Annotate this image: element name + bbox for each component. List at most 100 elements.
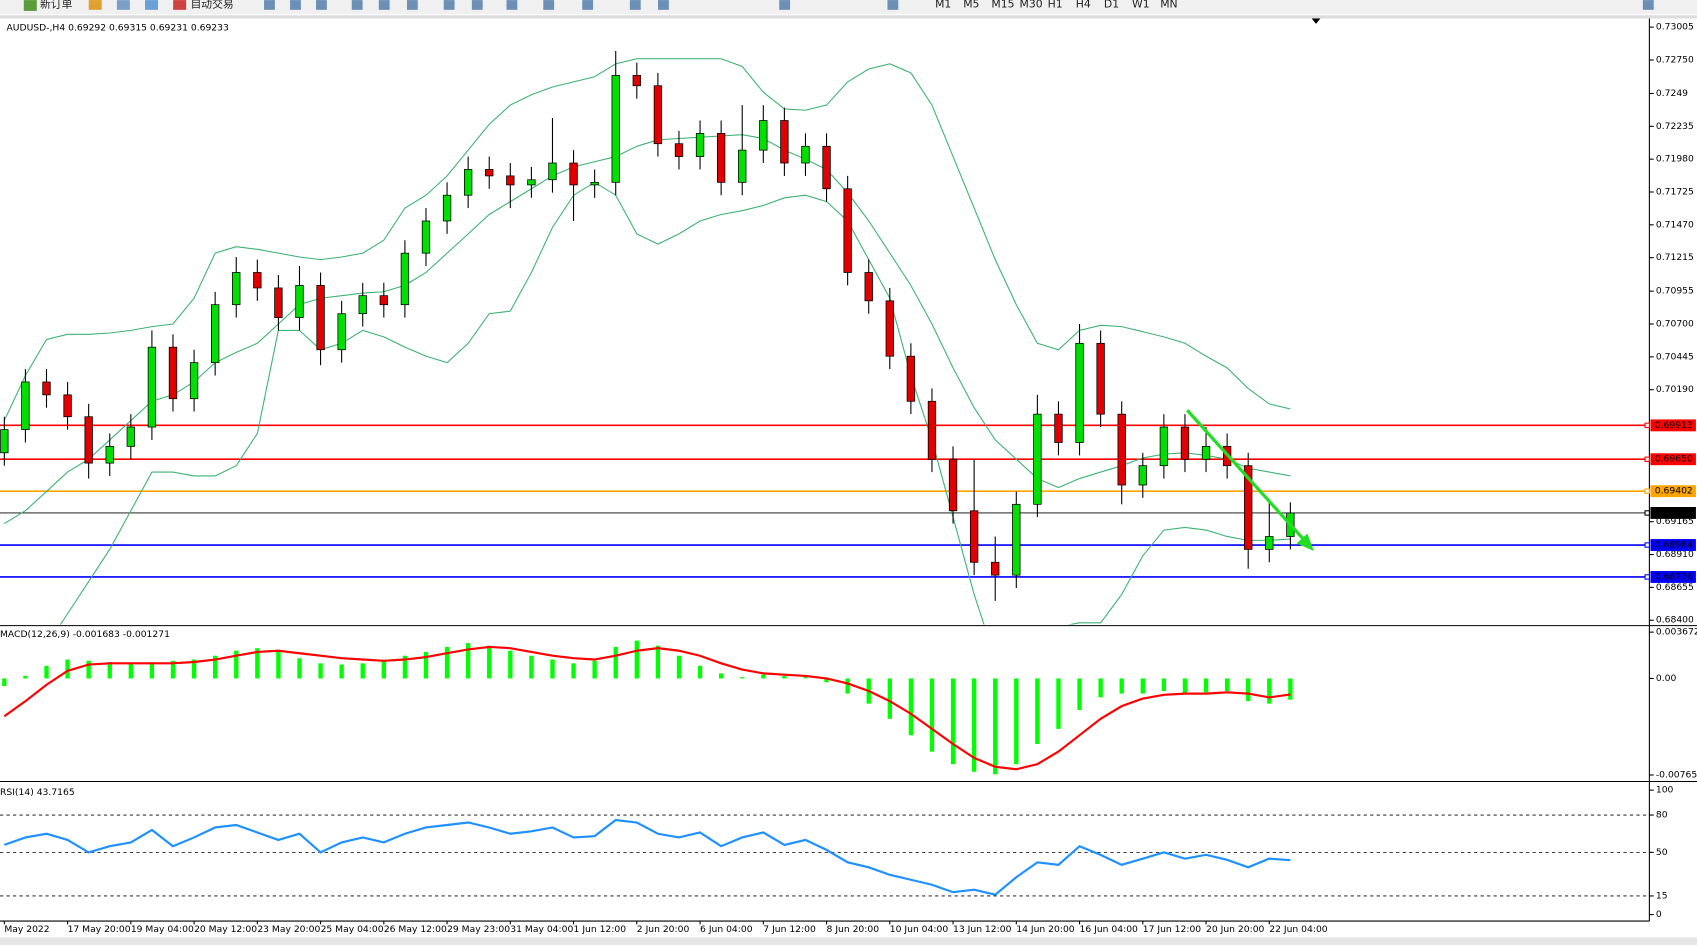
auto-trading-icon[interactable]: [173, 0, 187, 10]
macd-bar: [993, 678, 998, 775]
macd-bar: [107, 662, 112, 679]
tool-icon[interactable]: [506, 0, 518, 10]
candle-body: [864, 272, 873, 302]
macd-bar: [318, 663, 323, 679]
candle-body: [927, 400, 937, 460]
tool-icon[interactable]: [145, 0, 159, 10]
candle-body: [548, 162, 557, 181]
candle-body: [653, 85, 663, 145]
tool-icon[interactable]: [543, 0, 555, 10]
tool-icon[interactable]: [779, 0, 791, 10]
candle-body: [1159, 426, 1169, 467]
tool-icon[interactable]: [290, 0, 301, 10]
band-lower: [59, 181, 1291, 625]
x-tick-label: May 2022: [4, 924, 49, 935]
tool-icon[interactable]: [406, 0, 418, 10]
macd-bar: [234, 650, 239, 679]
band-middle: [4, 134, 1291, 525]
macd-bar: [571, 663, 576, 679]
macd-bar: [444, 646, 450, 679]
price-level-marker: [1644, 542, 1650, 548]
macd-bar: [1035, 678, 1040, 745]
auto-trading[interactable]: 自动交易: [190, 0, 233, 10]
tool-icon[interactable]: [1642, 0, 1654, 10]
tool-icon[interactable]: [316, 0, 327, 10]
candle-body: [1117, 413, 1126, 486]
candle-body: [716, 133, 726, 183]
rsi-line: [3, 818, 1291, 896]
price-panel: [0, 50, 1295, 625]
x-tick-label: 20 May 12:00: [194, 924, 257, 935]
macd-bar: [339, 664, 344, 679]
tool-icon[interactable]: [658, 0, 669, 10]
timeframe-button[interactable]: H4: [1076, 0, 1091, 10]
candle-body: [632, 75, 641, 87]
timeframe-button[interactable]: M30: [1019, 0, 1042, 10]
macd-bar: [423, 651, 429, 679]
macd-bar: [908, 678, 914, 736]
y-tick-label: 0.69165: [1656, 516, 1694, 527]
candle-body: [84, 416, 93, 464]
tool-icon[interactable]: [88, 0, 102, 10]
arrow-head: [1296, 533, 1314, 551]
timeframe-button[interactable]: H1: [1048, 0, 1063, 10]
tool-icon[interactable]: [629, 0, 641, 10]
y-tick-label: 50: [1656, 847, 1668, 858]
y-tick-label: 0.73005: [1656, 22, 1694, 33]
timeframe-button[interactable]: D1: [1104, 0, 1119, 10]
x-tick-label: 29 May 23:00: [447, 924, 510, 935]
candle-body: [63, 394, 72, 418]
macd-bar: [676, 655, 682, 679]
macd-bar: [845, 678, 850, 694]
macd-bar: [86, 660, 91, 679]
timeframe-button[interactable]: M15: [991, 0, 1014, 10]
macd-bar: [1014, 678, 1019, 765]
macd-bar: [149, 662, 155, 679]
order-icon[interactable]: [23, 0, 37, 11]
candle-body: [337, 313, 346, 351]
y-tick-label: 0.70955: [1656, 286, 1694, 297]
tool-icon[interactable]: [443, 0, 455, 10]
timeframe-button[interactable]: M5: [963, 0, 979, 10]
timeframe-button[interactable]: M1: [935, 0, 951, 10]
price-level-tag: [1650, 485, 1696, 498]
macd-bar: [65, 659, 70, 679]
macd-bar: [212, 655, 218, 679]
tool-icon[interactable]: [378, 0, 390, 10]
macd-bar: [740, 677, 745, 679]
price-level-label: 0.69650: [1655, 454, 1693, 465]
timeframe-button[interactable]: MN: [1160, 0, 1177, 10]
macd-bar: [529, 655, 534, 679]
macd-bar: [929, 678, 935, 752]
tool-icon[interactable]: [471, 0, 483, 10]
macd-bar: [508, 650, 513, 679]
x-tick-label: 17 Jun 12:00: [1143, 924, 1202, 935]
macd-bar: [1077, 678, 1082, 710]
macd-bar: [465, 643, 471, 679]
y-tick-label: -0.007656: [1656, 769, 1697, 780]
macd-bar: [128, 663, 133, 679]
macd-bar: [1098, 678, 1103, 698]
y-tick-label: 0.00: [1656, 673, 1677, 684]
tool-icon[interactable]: [116, 0, 130, 10]
macd-panel: [2, 640, 1293, 775]
macd-bar: [887, 678, 892, 719]
candle-body: [295, 284, 304, 318]
charts: 0.73005 0.72750 0.7249 0.72235 0.71980 0.7172…: [0, 22, 1697, 935]
macd-bar: [803, 677, 808, 679]
y-tick-label: 0.72235: [1656, 121, 1694, 132]
timeframe-button[interactable]: W1: [1132, 0, 1150, 10]
tool-icon[interactable]: [887, 0, 899, 10]
macd-bar: [381, 660, 386, 679]
candle-body: [843, 188, 852, 273]
new-order[interactable]: 新订单: [40, 0, 73, 10]
candle-body: [695, 133, 705, 157]
y-tick-label: 15: [1656, 890, 1668, 901]
tool-icon[interactable]: [264, 0, 275, 10]
y-tick-label: 0.71470: [1656, 219, 1694, 230]
tool-icon[interactable]: [582, 0, 594, 10]
macd-bar: [191, 659, 197, 679]
candle-body: [611, 75, 620, 183]
tool-icon[interactable]: [351, 0, 363, 10]
